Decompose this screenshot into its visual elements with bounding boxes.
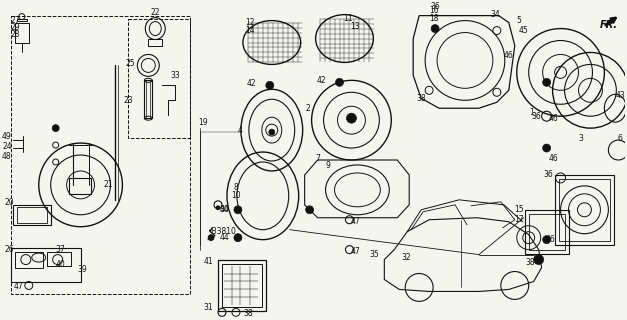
Text: 42: 42 (247, 79, 256, 88)
Text: 11: 11 (343, 14, 352, 23)
Text: 29: 29 (10, 23, 19, 32)
Text: 7: 7 (315, 154, 320, 163)
Text: 3: 3 (578, 133, 583, 143)
Text: 30: 30 (219, 205, 229, 214)
Text: 46: 46 (549, 114, 559, 123)
Text: 46: 46 (545, 235, 556, 244)
Bar (222, 264, 262, 307)
Text: 47: 47 (350, 247, 361, 256)
Text: 13: 13 (350, 22, 361, 31)
Text: 22: 22 (150, 8, 160, 17)
Bar (15, 252, 43, 268)
Text: 45: 45 (519, 26, 529, 35)
Text: 49: 49 (2, 132, 12, 140)
Text: 46: 46 (504, 51, 514, 60)
Circle shape (534, 255, 544, 265)
Text: 18: 18 (429, 14, 439, 23)
Text: 2: 2 (305, 104, 310, 113)
Text: 36: 36 (544, 171, 554, 180)
Text: 6: 6 (618, 133, 623, 143)
Circle shape (52, 125, 59, 132)
Bar (11, 248, 81, 283)
Circle shape (269, 129, 275, 135)
Text: 48: 48 (2, 151, 12, 161)
Text: 9: 9 (325, 162, 330, 171)
Bar (47, 252, 71, 266)
Text: 35: 35 (369, 250, 379, 259)
Text: 31: 31 (203, 303, 213, 312)
Circle shape (542, 236, 551, 244)
Text: 1: 1 (529, 108, 534, 117)
Circle shape (335, 78, 344, 86)
Circle shape (305, 206, 314, 214)
Circle shape (208, 235, 214, 241)
Text: 47: 47 (14, 282, 24, 291)
Text: 8: 8 (234, 183, 238, 192)
Bar (218, 260, 266, 311)
Bar (525, 210, 569, 253)
Text: 28: 28 (10, 30, 19, 39)
Circle shape (542, 144, 551, 152)
Text: 46: 46 (549, 154, 559, 163)
Bar (11, 16, 190, 294)
Text: 44: 44 (220, 205, 230, 214)
Text: 23: 23 (124, 96, 133, 105)
Text: 44: 44 (220, 233, 230, 242)
Circle shape (266, 81, 274, 89)
Text: 39: 39 (78, 265, 87, 274)
Bar (129, 19, 190, 138)
Bar (13, 205, 51, 225)
Text: 17: 17 (514, 215, 524, 224)
Text: 36: 36 (430, 2, 440, 11)
Circle shape (234, 234, 242, 242)
Text: 32: 32 (401, 253, 411, 262)
Bar (144, 80, 152, 118)
Text: 41: 41 (203, 257, 213, 266)
Bar (146, 80, 150, 118)
Text: 47: 47 (350, 217, 361, 226)
Text: 5: 5 (516, 16, 521, 25)
Text: FR.: FR. (599, 20, 618, 29)
Text: 38: 38 (526, 258, 535, 267)
Text: 38: 38 (243, 309, 253, 318)
Text: 24: 24 (2, 141, 12, 151)
Text: 16: 16 (429, 6, 439, 15)
Bar (555, 175, 614, 244)
Text: 12: 12 (245, 18, 255, 27)
Text: 42: 42 (317, 76, 327, 85)
Text: 15: 15 (514, 205, 524, 214)
Text: 25: 25 (125, 59, 135, 68)
Text: 20: 20 (4, 198, 14, 207)
Bar (17, 207, 47, 223)
Circle shape (347, 113, 356, 123)
Text: 21: 21 (103, 180, 113, 189)
Bar (149, 38, 162, 46)
Text: 37: 37 (56, 245, 66, 254)
Circle shape (234, 206, 242, 214)
Text: 43: 43 (616, 91, 625, 100)
Text: 33: 33 (171, 71, 180, 80)
Bar (529, 214, 564, 250)
Circle shape (542, 78, 551, 86)
Bar (68, 178, 90, 194)
Text: •B3810: •B3810 (208, 227, 236, 236)
Text: 36: 36 (532, 112, 542, 121)
Text: 27: 27 (10, 16, 19, 25)
Bar (559, 179, 610, 241)
Circle shape (431, 25, 439, 33)
Text: 26: 26 (4, 245, 14, 254)
Text: 14: 14 (245, 26, 255, 35)
Circle shape (216, 206, 220, 210)
Text: 34: 34 (490, 10, 500, 19)
Text: 19: 19 (198, 118, 208, 127)
Text: 40: 40 (56, 260, 66, 269)
Text: 38: 38 (416, 94, 426, 103)
Text: 4: 4 (238, 126, 243, 135)
Text: 10: 10 (231, 191, 241, 200)
